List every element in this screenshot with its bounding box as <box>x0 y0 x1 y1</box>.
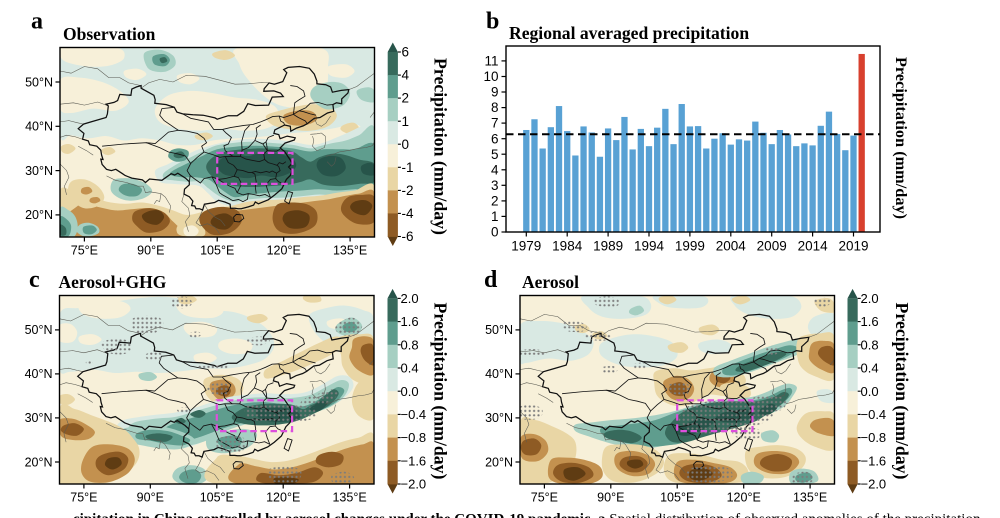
svg-text:2019: 2019 <box>838 239 868 254</box>
svg-text:50°N: 50°N <box>25 75 53 89</box>
svg-text:135°E: 135°E <box>332 491 366 505</box>
svg-text:1.6: 1.6 <box>401 314 419 329</box>
svg-text:90°E: 90°E <box>137 491 164 505</box>
svg-text:Precipitation (mm/day): Precipitation (mm/day) <box>430 303 451 480</box>
svg-text:50°N: 50°N <box>485 323 513 337</box>
svg-text:Precipitation (mm/day): Precipitation (mm/day) <box>891 303 912 480</box>
svg-text:-6: -6 <box>402 229 414 244</box>
svg-text:2014: 2014 <box>798 239 829 254</box>
svg-text:2.0: 2.0 <box>401 291 419 306</box>
svg-text:−1.6: −1.6 <box>861 453 887 468</box>
svg-text:6: 6 <box>491 131 499 146</box>
svg-text:−0.8: −0.8 <box>861 430 887 445</box>
svg-text:11: 11 <box>484 54 498 69</box>
svg-text:a: a <box>31 9 43 35</box>
svg-text:Aerosol+GHG: Aerosol+GHG <box>59 272 167 292</box>
svg-text:1: 1 <box>402 114 410 129</box>
svg-text:1: 1 <box>491 209 499 224</box>
svg-text:0: 0 <box>491 225 499 240</box>
svg-text:20°N: 20°N <box>25 455 53 469</box>
svg-text:2.0: 2.0 <box>861 291 879 306</box>
svg-text:75°E: 75°E <box>71 244 98 258</box>
svg-text:Observation: Observation <box>63 24 156 44</box>
svg-text:0.0: 0.0 <box>401 384 419 399</box>
svg-text:Aerosol: Aerosol <box>522 272 579 292</box>
svg-text:1984: 1984 <box>552 239 583 254</box>
svg-text:90°E: 90°E <box>597 491 624 505</box>
svg-text:cipitation in China controlled: cipitation in China controlled by aeroso… <box>73 512 981 518</box>
svg-text:−0.8: −0.8 <box>401 430 427 445</box>
svg-text:8: 8 <box>491 100 499 115</box>
svg-text:Precipitation (mm/day): Precipitation (mm/day) <box>892 57 911 219</box>
svg-text:2: 2 <box>402 91 410 106</box>
svg-text:120°E: 120°E <box>267 244 301 258</box>
svg-text:40°N: 40°N <box>25 367 53 381</box>
svg-text:b: b <box>486 9 499 35</box>
svg-text:40°N: 40°N <box>25 120 53 134</box>
svg-text:−0.4: −0.4 <box>401 407 427 422</box>
svg-text:90°E: 90°E <box>137 244 164 258</box>
svg-text:-4: -4 <box>402 206 414 221</box>
svg-text:50°N: 50°N <box>25 323 53 337</box>
svg-text:10: 10 <box>483 69 498 84</box>
svg-text:0.4: 0.4 <box>401 361 419 376</box>
svg-text:0.4: 0.4 <box>861 361 879 376</box>
svg-text:105°E: 105°E <box>660 491 694 505</box>
svg-text:9: 9 <box>491 85 499 100</box>
svg-text:0.8: 0.8 <box>861 337 879 352</box>
svg-text:2: 2 <box>491 194 499 209</box>
svg-text:d: d <box>484 267 498 293</box>
svg-text:30°N: 30°N <box>25 164 53 178</box>
svg-text:5: 5 <box>491 147 499 162</box>
svg-text:4: 4 <box>402 68 410 83</box>
svg-text:2009: 2009 <box>757 239 787 254</box>
svg-text:1989: 1989 <box>593 239 623 254</box>
svg-text:Precipitation (mm/day): Precipitation (mm/day) <box>430 58 451 235</box>
svg-text:75°E: 75°E <box>531 491 558 505</box>
svg-text:120°E: 120°E <box>266 491 300 505</box>
svg-text:6: 6 <box>402 45 410 60</box>
svg-text:30°N: 30°N <box>485 411 513 425</box>
svg-text:4: 4 <box>491 162 499 177</box>
svg-text:1999: 1999 <box>675 239 705 254</box>
svg-text:0.8: 0.8 <box>401 337 419 352</box>
svg-text:-1: -1 <box>402 160 414 175</box>
svg-text:1979: 1979 <box>511 239 541 254</box>
svg-text:1.6: 1.6 <box>861 314 879 329</box>
svg-text:0.0: 0.0 <box>861 384 879 399</box>
svg-text:−0.4: −0.4 <box>861 407 887 422</box>
svg-text:−1.6: −1.6 <box>401 453 427 468</box>
svg-text:75°E: 75°E <box>70 491 97 505</box>
svg-text:20°N: 20°N <box>25 208 53 222</box>
svg-text:30°N: 30°N <box>25 411 53 425</box>
svg-text:-2: -2 <box>402 183 414 198</box>
svg-text:c: c <box>29 267 40 293</box>
svg-text:40°N: 40°N <box>485 367 513 381</box>
svg-text:105°E: 105°E <box>200 244 234 258</box>
svg-text:−2.0: −2.0 <box>861 477 887 492</box>
svg-text:−2.0: −2.0 <box>401 477 427 492</box>
svg-text:20°N: 20°N <box>485 455 513 469</box>
svg-text:2004: 2004 <box>716 239 747 254</box>
svg-text:3: 3 <box>491 178 499 193</box>
svg-text:135°E: 135°E <box>793 491 827 505</box>
svg-text:105°E: 105°E <box>200 491 234 505</box>
svg-text:120°E: 120°E <box>727 491 761 505</box>
svg-text:Regional averaged precipitatio: Regional averaged precipitation <box>509 23 749 43</box>
svg-text:0: 0 <box>402 137 410 152</box>
svg-text:7: 7 <box>491 116 499 131</box>
svg-text:135°E: 135°E <box>333 244 367 258</box>
svg-text:1994: 1994 <box>634 239 665 254</box>
